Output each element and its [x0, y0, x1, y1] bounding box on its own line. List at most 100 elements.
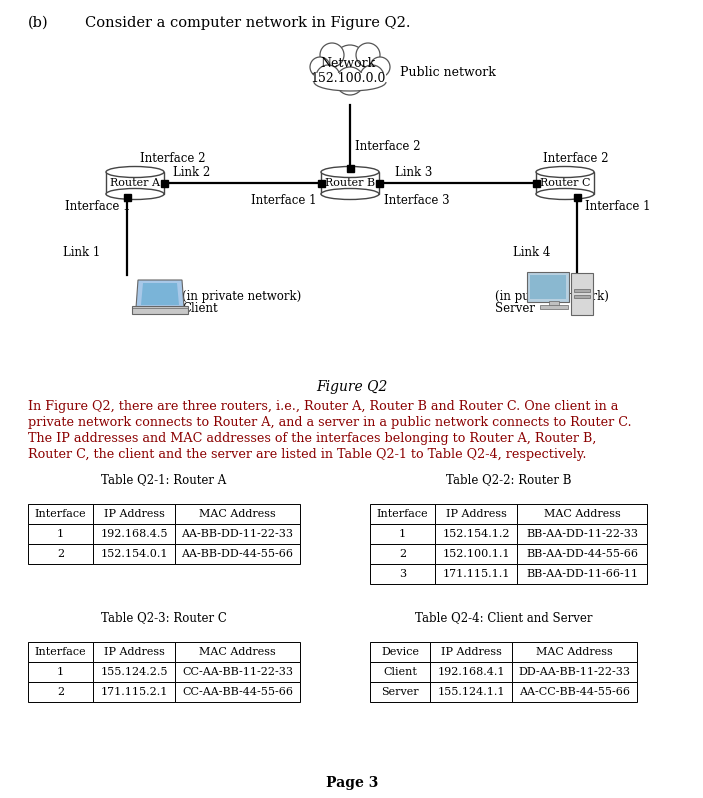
Text: (b): (b)	[28, 16, 49, 30]
Text: 152.154.0.1: 152.154.0.1	[101, 549, 168, 559]
Text: 192.168.4.1: 192.168.4.1	[437, 667, 505, 677]
Bar	[28, 662, 93, 682]
Bar	[574, 295, 590, 298]
Text: 2: 2	[57, 687, 64, 697]
Bar	[512, 682, 637, 702]
Ellipse shape	[106, 167, 164, 177]
Text: BB-AA-DD-44-55-66: BB-AA-DD-44-55-66	[526, 549, 638, 559]
Text: Network
152.100.0.0: Network 152.100.0.0	[310, 57, 386, 85]
Bar	[435, 524, 517, 544]
Text: 152.100.1.1: 152.100.1.1	[442, 549, 510, 559]
Text: 2: 2	[399, 549, 406, 559]
Text: Client: Client	[383, 667, 417, 677]
Bar	[370, 524, 435, 544]
Text: MAC Address: MAC Address	[199, 509, 276, 519]
Text: CC-AA-BB-44-55-66: CC-AA-BB-44-55-66	[182, 687, 293, 697]
Text: Link 4: Link 4	[513, 247, 550, 259]
Bar	[106, 172, 164, 194]
Bar	[574, 193, 581, 200]
Bar	[435, 544, 517, 564]
Bar	[517, 524, 647, 544]
Text: BB-AA-DD-11-66-11: BB-AA-DD-11-66-11	[526, 569, 638, 579]
Ellipse shape	[321, 167, 379, 177]
Text: Router A: Router A	[110, 178, 160, 188]
Bar	[549, 301, 559, 306]
Text: Router C: Router C	[540, 178, 591, 188]
Bar	[93, 544, 175, 564]
Bar	[93, 662, 175, 682]
Circle shape	[320, 43, 344, 67]
Bar	[512, 662, 637, 682]
Text: IP Address: IP Address	[103, 509, 165, 519]
Bar	[375, 180, 382, 187]
Text: Interface 1: Interface 1	[65, 200, 131, 214]
Bar	[175, 544, 300, 564]
Text: Figure Q2: Figure Q2	[316, 380, 387, 394]
Text: Table Q2-4: Client and Server: Table Q2-4: Client and Server	[415, 611, 592, 624]
Bar	[175, 682, 300, 702]
Text: Interface 3: Interface 3	[384, 195, 450, 207]
Text: DD-AA-BB-11-22-33: DD-AA-BB-11-22-33	[519, 667, 631, 677]
Text: MAC Address: MAC Address	[543, 509, 620, 519]
Bar	[435, 564, 517, 584]
Text: 171.115.2.1: 171.115.2.1	[101, 687, 168, 697]
Text: Interface 1: Interface 1	[251, 195, 316, 207]
Bar	[370, 662, 430, 682]
Bar	[532, 180, 539, 187]
Circle shape	[370, 57, 390, 77]
Text: CC-AA-BB-11-22-33: CC-AA-BB-11-22-33	[182, 667, 293, 677]
Bar	[517, 504, 647, 524]
Bar	[93, 642, 175, 662]
Text: BB-AA-DD-11-22-33: BB-AA-DD-11-22-33	[526, 529, 638, 539]
Text: Link 3: Link 3	[395, 167, 432, 180]
Bar	[430, 682, 512, 702]
Bar	[175, 524, 300, 544]
Text: 1: 1	[57, 529, 64, 539]
Text: Interface: Interface	[34, 647, 86, 657]
Bar	[28, 524, 93, 544]
Text: Page 3: Page 3	[325, 776, 378, 790]
Bar	[517, 564, 647, 584]
Bar	[28, 642, 93, 662]
Text: 2: 2	[57, 549, 64, 559]
Text: Interface: Interface	[377, 509, 428, 519]
Text: Table Q2-3: Router C: Table Q2-3: Router C	[101, 611, 227, 624]
Circle shape	[360, 65, 384, 89]
Text: 155.124.2.5: 155.124.2.5	[101, 667, 168, 677]
Bar	[536, 172, 594, 194]
Bar	[571, 273, 593, 315]
Circle shape	[316, 65, 340, 89]
Bar	[175, 662, 300, 682]
Bar	[175, 504, 300, 524]
Bar	[527, 272, 569, 302]
Text: Device: Device	[381, 647, 419, 657]
Bar	[530, 275, 566, 299]
Text: Table Q2-2: Router B: Table Q2-2: Router B	[446, 473, 572, 486]
Text: Server: Server	[495, 302, 535, 315]
Text: (in private network): (in private network)	[182, 290, 302, 303]
Bar	[370, 564, 435, 584]
Bar	[93, 682, 175, 702]
Text: MAC Address: MAC Address	[536, 647, 613, 657]
Text: AA-BB-DD-11-22-33: AA-BB-DD-11-22-33	[181, 529, 293, 539]
Text: 155.124.1.1: 155.124.1.1	[437, 687, 505, 697]
Text: Consider a computer network in Figure Q2.: Consider a computer network in Figure Q2…	[85, 16, 411, 30]
Polygon shape	[136, 280, 184, 308]
Bar	[370, 682, 430, 702]
Bar	[321, 172, 379, 194]
Bar	[28, 682, 93, 702]
Bar	[370, 504, 435, 524]
Text: Interface: Interface	[34, 509, 86, 519]
Text: Router C, the client and the server are listed in Table Q2-1 to Table Q2-4, resp: Router C, the client and the server are …	[28, 448, 586, 461]
Text: Interface 2: Interface 2	[543, 152, 609, 164]
Bar	[430, 662, 512, 682]
Bar	[430, 642, 512, 662]
Bar	[574, 289, 590, 292]
Bar	[28, 544, 93, 564]
Bar	[93, 524, 175, 544]
Bar	[124, 193, 131, 200]
Text: Link 1: Link 1	[63, 247, 101, 259]
Text: Interface 2: Interface 2	[355, 140, 420, 152]
Bar	[512, 642, 637, 662]
Circle shape	[336, 67, 364, 95]
